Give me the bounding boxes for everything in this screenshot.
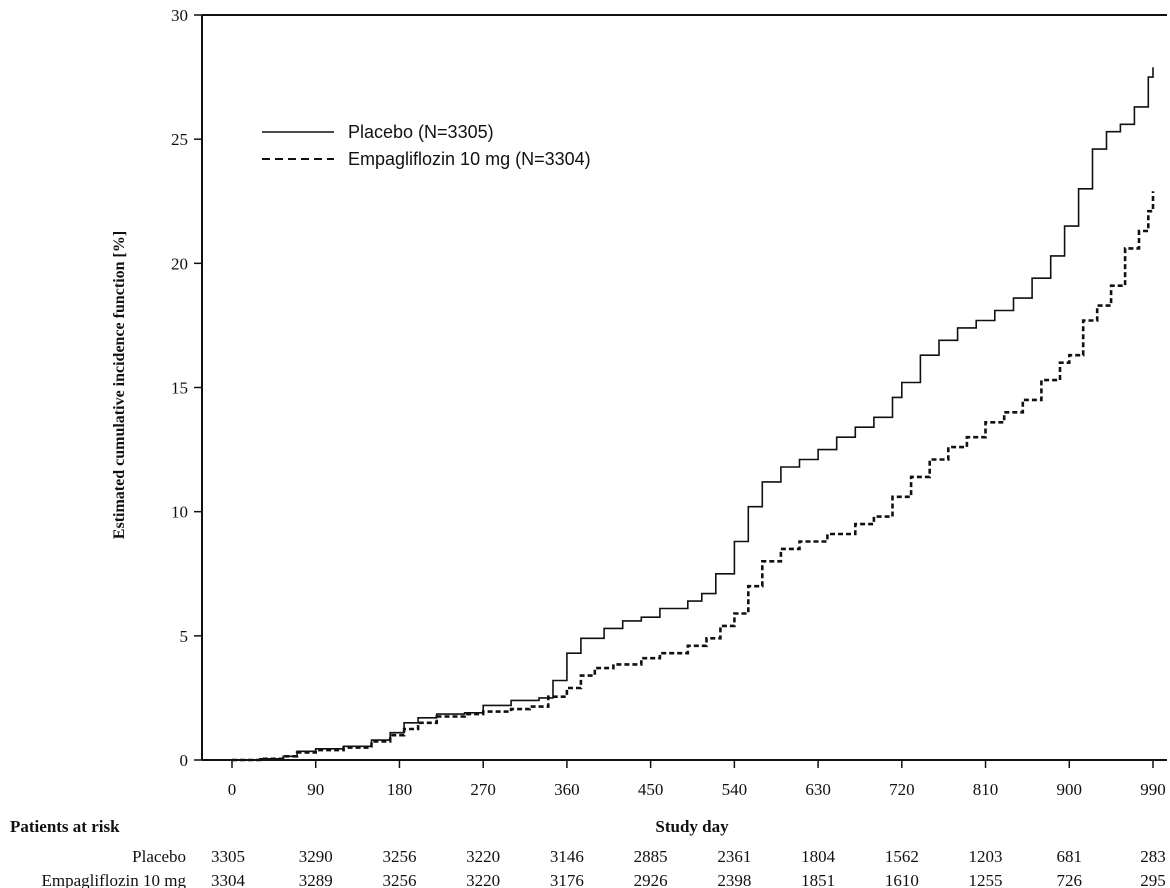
y-tick-label: 20 bbox=[171, 254, 188, 273]
y-tick-label: 30 bbox=[171, 6, 188, 25]
risk-row-label: Empagliflozin 10 mg bbox=[42, 871, 187, 888]
risk-table-cell: 2926 bbox=[634, 871, 668, 888]
legend: Placebo (N=3305) Empagliflozin 10 mg (N=3… bbox=[262, 122, 591, 169]
risk-table-cell: 726 bbox=[1057, 871, 1083, 888]
risk-table-cell: 283 bbox=[1140, 847, 1166, 866]
risk-table-cell: 681 bbox=[1057, 847, 1083, 866]
risk-table-cell: 3176 bbox=[550, 871, 584, 888]
placebo-curve bbox=[232, 67, 1154, 761]
risk-table-cell: 3220 bbox=[466, 847, 500, 866]
y-tick-label: 0 bbox=[180, 751, 189, 770]
x-tick-label: 810 bbox=[973, 780, 999, 799]
risk-table-cell: 3256 bbox=[382, 871, 416, 888]
x-tick-label: 360 bbox=[554, 780, 580, 799]
x-tick-label: 990 bbox=[1140, 780, 1166, 799]
risk-table-cell: 3304 bbox=[211, 871, 246, 888]
risk-table-cell: 1804 bbox=[801, 847, 836, 866]
risk-table-cell: 3290 bbox=[299, 847, 333, 866]
risk-table-cell: 2398 bbox=[717, 871, 751, 888]
risk-table-cell: 2361 bbox=[717, 847, 751, 866]
risk-table-cell: 1562 bbox=[885, 847, 919, 866]
risk-table-cell: 3146 bbox=[550, 847, 584, 866]
risk-table-cell: 1255 bbox=[969, 871, 1003, 888]
y-axis: 0 5 10 15 20 25 30 bbox=[171, 6, 202, 770]
legend-label: Empagliflozin 10 mg (N=3304) bbox=[348, 149, 591, 169]
risk-table: Patients at risk Placebo 3305 3290 3256 3220… bbox=[10, 817, 1166, 888]
x-tick-label: 630 bbox=[805, 780, 831, 799]
risk-row-label: Placebo bbox=[132, 847, 186, 866]
series-layer bbox=[232, 67, 1155, 762]
y-axis-label: Estimated cumulative incidence function … bbox=[111, 231, 128, 539]
risk-table-cell: 1851 bbox=[801, 871, 835, 888]
y-tick-label: 10 bbox=[171, 503, 188, 522]
y-tick-label: 5 bbox=[180, 627, 189, 646]
x-tick-label: 270 bbox=[470, 780, 496, 799]
legend-label: Placebo (N=3305) bbox=[348, 122, 494, 142]
risk-table-cell: 1610 bbox=[885, 871, 919, 888]
y-tick-label: 25 bbox=[171, 130, 188, 149]
x-tick-label: 720 bbox=[889, 780, 915, 799]
risk-table-cell: 2885 bbox=[634, 847, 668, 866]
risk-table-cell: 3289 bbox=[299, 871, 333, 888]
x-tick-label: 90 bbox=[307, 780, 324, 799]
x-tick-label: 540 bbox=[722, 780, 748, 799]
x-tick-label: 900 bbox=[1057, 780, 1083, 799]
x-tick-label: 450 bbox=[638, 780, 664, 799]
risk-table-cell: 295 bbox=[1140, 871, 1166, 888]
y-tick-label: 15 bbox=[171, 379, 188, 398]
risk-table-title: Patients at risk bbox=[10, 817, 120, 836]
risk-table-cell: 1203 bbox=[969, 847, 1003, 866]
risk-table-cell: 3220 bbox=[466, 871, 500, 888]
risk-table-cell: 3305 bbox=[211, 847, 245, 866]
x-axis-label: Study day bbox=[655, 817, 729, 836]
risk-table-cell: 3256 bbox=[382, 847, 416, 866]
x-tick-label: 180 bbox=[387, 780, 413, 799]
empagliflozin-curve bbox=[232, 191, 1155, 762]
x-tick-label: 0 bbox=[228, 780, 237, 799]
x-axis: 0 90 180 270 360 450 540 630 720 810 900 990 bbox=[228, 760, 1166, 799]
